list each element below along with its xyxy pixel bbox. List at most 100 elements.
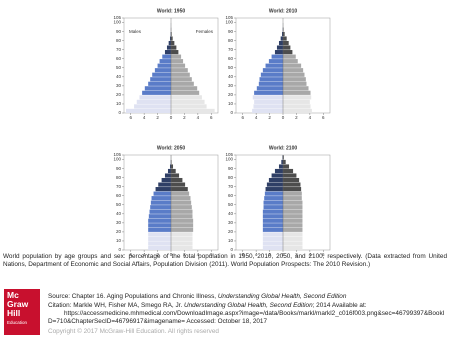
y-tick-label: 20	[228, 92, 234, 97]
x-tick-label: 6	[241, 115, 244, 120]
bar	[171, 205, 192, 210]
bar	[268, 59, 283, 64]
bar	[171, 54, 182, 59]
publisher-logo: Mc Graw Hill Education	[4, 289, 40, 335]
bar	[171, 191, 190, 196]
bar	[154, 68, 171, 73]
x-tick-label: 2	[156, 252, 159, 257]
chart-title: World: 2050	[157, 145, 185, 151]
bar	[164, 50, 171, 55]
bar	[283, 245, 303, 250]
bar	[171, 31, 172, 37]
bar	[167, 168, 171, 174]
bar	[263, 200, 283, 205]
bar	[281, 31, 283, 37]
x-tick-label: 6	[129, 115, 132, 120]
y-tick-label: 80	[116, 175, 122, 180]
y-tick-label: 70	[116, 47, 122, 52]
bar	[283, 155, 284, 160]
bar	[171, 209, 193, 214]
bar	[262, 218, 283, 223]
bar	[171, 232, 193, 237]
y-tick-label: 60	[228, 56, 234, 61]
bar	[283, 227, 303, 232]
citation-text: Citation: Markle WH, Fisher MA, Smego RA…	[48, 302, 185, 309]
bar	[283, 31, 285, 37]
y-tick-label: 10	[116, 238, 122, 243]
bar	[262, 223, 283, 228]
y-tick-label: 0	[118, 110, 121, 115]
bar	[166, 45, 171, 50]
chart-title: World: 2100	[269, 145, 297, 151]
bar	[164, 173, 171, 178]
bar	[283, 191, 302, 196]
bar	[258, 81, 283, 86]
caption: World population by age groups and sex: …	[3, 253, 447, 268]
bar	[283, 72, 305, 77]
bar	[262, 68, 283, 73]
x-tick-label: 6	[322, 252, 325, 257]
y-tick-label: 30	[228, 220, 234, 225]
bar	[282, 155, 283, 160]
bar	[278, 164, 283, 169]
bar	[283, 241, 303, 246]
bar	[283, 214, 303, 219]
bar	[169, 36, 171, 41]
bar	[151, 196, 171, 201]
bar	[148, 236, 171, 241]
bar	[283, 236, 303, 241]
bar	[171, 68, 188, 73]
y-tick-label: 90	[228, 29, 234, 34]
y-tick-label: 60	[116, 193, 122, 198]
bar	[171, 50, 179, 55]
logo-text: Education	[7, 320, 28, 325]
y-tick-label: 50	[116, 202, 122, 207]
bar	[283, 86, 309, 91]
legend-label: Females	[196, 29, 214, 34]
bar	[268, 177, 283, 183]
bar	[259, 77, 283, 82]
bar	[171, 63, 186, 68]
bar	[283, 223, 303, 228]
bar	[159, 59, 171, 64]
bar	[171, 90, 200, 95]
bar	[171, 72, 190, 77]
bar	[171, 86, 198, 91]
bar	[266, 182, 283, 187]
bar	[283, 81, 307, 86]
bar	[263, 205, 283, 210]
source: Source: Chapter 16. Aging Populations an…	[48, 293, 446, 301]
bar	[283, 27, 284, 32]
x-tick-label: 2	[268, 252, 271, 257]
bar	[171, 164, 174, 169]
x-tick-label: 6	[241, 252, 244, 257]
bar	[153, 191, 171, 196]
y-tick-label: 70	[116, 184, 122, 189]
bar	[283, 95, 312, 100]
bar	[142, 90, 171, 95]
x-tick-label: 2	[295, 115, 298, 120]
bar	[274, 50, 283, 55]
x-tick-label: 2	[183, 115, 186, 120]
y-tick-label: 100	[113, 157, 121, 162]
bar	[171, 218, 194, 223]
x-tick-label: 0	[282, 115, 285, 120]
bar	[171, 200, 192, 205]
bar	[280, 36, 283, 41]
x-tick-label: 4	[197, 252, 200, 257]
bar	[171, 173, 180, 178]
bar	[150, 200, 171, 205]
bar	[283, 50, 293, 55]
x-tick-label: 2	[268, 115, 271, 120]
y-tick-label: 0	[118, 247, 121, 252]
bar	[283, 168, 294, 174]
y-tick-label: 40	[228, 211, 234, 216]
bar	[148, 223, 171, 228]
bar	[134, 104, 171, 109]
bar	[274, 168, 283, 174]
bar	[283, 200, 303, 205]
bar	[262, 214, 283, 219]
bar	[157, 63, 171, 68]
bar	[171, 159, 172, 165]
